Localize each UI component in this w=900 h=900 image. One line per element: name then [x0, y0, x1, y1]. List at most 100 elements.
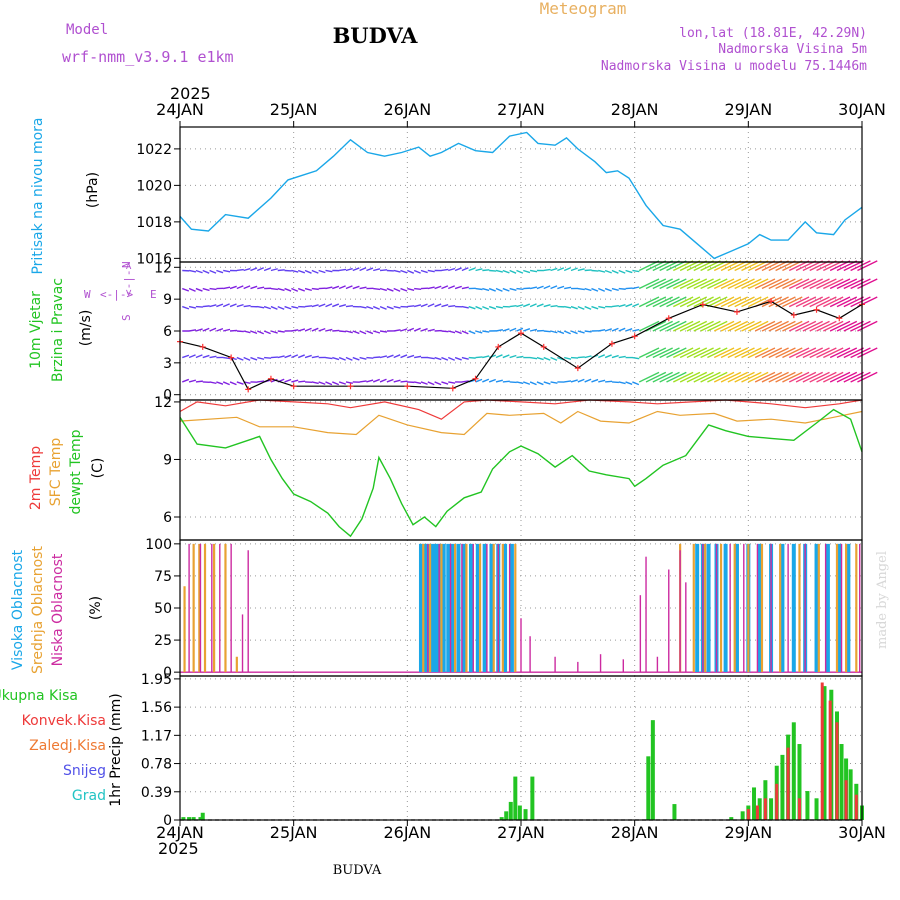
wind-barb [782, 278, 803, 290]
wind-barb [618, 355, 626, 359]
precip-bar [752, 787, 757, 820]
wind-barb [441, 285, 449, 290]
wind-barb [775, 320, 796, 332]
wind-unit: (m/s) [78, 310, 94, 347]
wind-barb [209, 304, 217, 308]
wind-barb [563, 330, 571, 335]
wind-barb [605, 380, 613, 383]
precip-bar [822, 686, 827, 820]
wind-barb [195, 380, 203, 383]
wind-barb [754, 347, 776, 359]
wind-barb [829, 320, 851, 332]
wind-barb [557, 285, 565, 290]
wind-barb [366, 379, 374, 383]
wind-barb [475, 356, 483, 359]
wind-barb [529, 303, 537, 308]
wind-barb [188, 287, 196, 292]
wind-barb [516, 327, 524, 332]
wind-barb [277, 305, 285, 310]
wind-barb [257, 305, 265, 309]
wind-barb [448, 381, 456, 384]
pressure-y-tick-label: 1018 [136, 215, 172, 231]
wind-barb [577, 330, 585, 334]
wind-barb [529, 356, 538, 360]
wind-barb [420, 303, 428, 308]
wind-barb [584, 287, 592, 292]
wind-barb [618, 269, 626, 274]
time-label-bottom: 25JAN [270, 823, 318, 842]
wind-barb [345, 285, 353, 290]
wind-barb [461, 330, 469, 335]
wind-barb [666, 371, 687, 383]
wind-barb [291, 354, 299, 359]
wind-barb [638, 296, 660, 308]
wind-barb [332, 329, 340, 332]
wind-barb [707, 278, 728, 290]
wind-barb [529, 269, 538, 273]
wind-barb [563, 267, 571, 272]
wind-barb [659, 296, 680, 308]
wind-barb [645, 296, 667, 308]
wind-barb [523, 303, 531, 308]
wind-barb [700, 320, 721, 332]
wind-barb [693, 347, 714, 359]
wind-barb [277, 287, 285, 292]
wind-barb [768, 347, 789, 359]
wind-barb [809, 320, 830, 332]
wind-barb [393, 354, 401, 359]
wind-barb [577, 268, 585, 272]
wind-barb [270, 378, 278, 383]
time-label-top: 30JAN [838, 100, 886, 119]
wind-barb [338, 356, 346, 361]
wind-barb [304, 327, 312, 332]
precip-bar [844, 780, 848, 820]
wind-y-tick-label: 6 [163, 324, 172, 340]
wind-barb [604, 287, 612, 292]
wind-barb [223, 269, 231, 273]
wind-barb [291, 305, 299, 309]
precip-unit: 1hr Precip (mm) [108, 693, 124, 806]
wind-barb [359, 380, 367, 383]
wind-barb [379, 287, 387, 292]
wind-barb [782, 320, 803, 332]
wind-barb [713, 371, 735, 383]
wind-barb [434, 381, 442, 386]
wind-barb [727, 296, 748, 308]
footer-station: BUDVA [333, 863, 382, 878]
wind-barb [461, 267, 469, 272]
precip-bar [672, 804, 677, 820]
wind-barb [277, 269, 285, 272]
wind-barb [407, 354, 415, 359]
wind-barb [707, 371, 728, 383]
wind-barb [352, 330, 360, 335]
wind-barb [488, 378, 496, 383]
precip-legend-conv: Konvek.Kisa [22, 713, 106, 729]
wind-barb [782, 371, 803, 383]
wind-barb [761, 278, 783, 290]
wind-barb [836, 278, 858, 290]
wind-barb [788, 371, 810, 383]
pressure-grid [180, 127, 862, 262]
wind-barb [495, 305, 503, 309]
wind-barb [297, 287, 306, 292]
wind-barb [795, 371, 817, 383]
wind-barb [829, 347, 851, 359]
wind-barb [216, 303, 224, 308]
wind-barb [754, 278, 776, 290]
wind-barb [495, 287, 503, 292]
wind-barb [257, 356, 265, 360]
temperature-y-ticks: 6 9 12 [154, 395, 180, 526]
wind-barb [482, 305, 490, 310]
time-label-top: 28JAN [611, 100, 659, 119]
wind-barb [768, 371, 789, 383]
precip-y-tick-label: 0.78 [141, 757, 172, 773]
precip-bar [780, 754, 785, 820]
model-elevation-label: Nadmorska Visina u modelu 75.1446m [601, 59, 867, 74]
wind-barb [836, 347, 858, 359]
wind-gust-marker [404, 383, 411, 390]
wind-barb [598, 329, 606, 332]
wind-barb [236, 285, 244, 290]
wind-barb [713, 296, 735, 308]
precip-bar [198, 817, 203, 820]
